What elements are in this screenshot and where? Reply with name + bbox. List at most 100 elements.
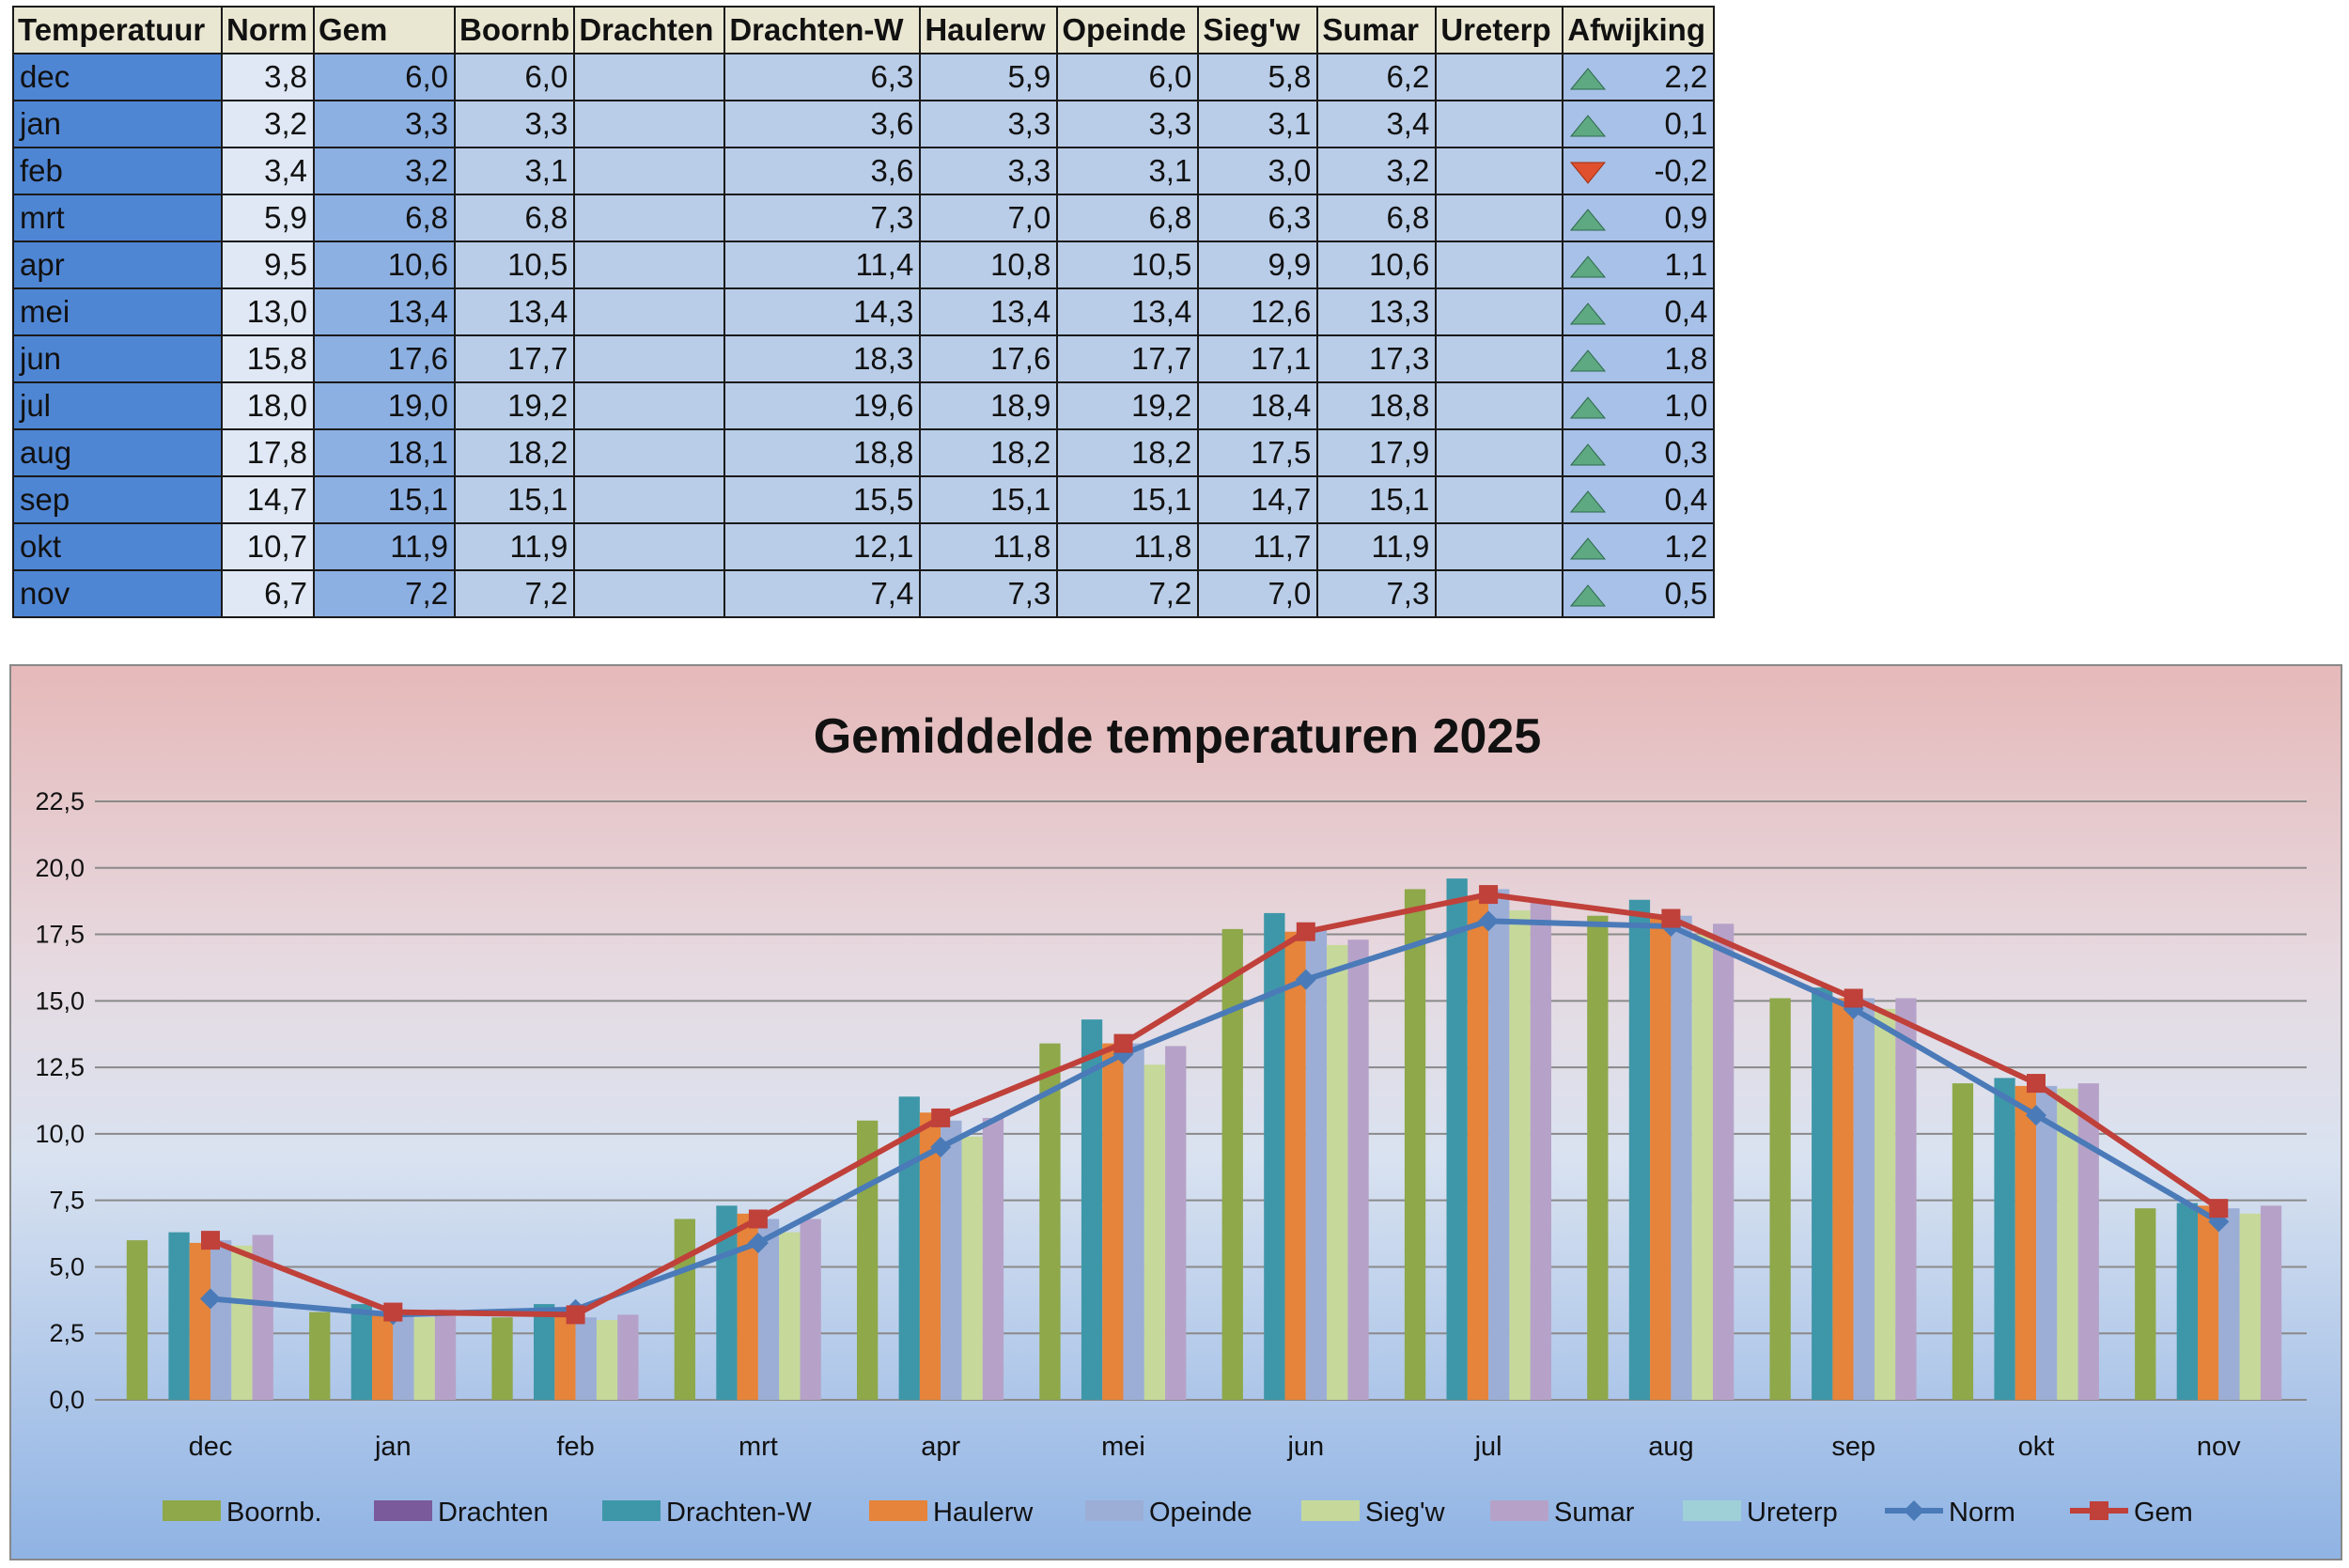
cell-drachten[interactable] xyxy=(573,428,726,477)
cell-siegw[interactable]: 14,7 xyxy=(1197,475,1319,524)
cell-ureterp[interactable] xyxy=(1435,475,1564,524)
cell-month[interactable]: okt xyxy=(12,522,223,571)
cell-ureterp[interactable] xyxy=(1435,334,1564,383)
cell-ureterp[interactable] xyxy=(1435,100,1564,148)
cell-haulerw[interactable]: 3,3 xyxy=(919,100,1059,148)
cell-gem[interactable]: 10,6 xyxy=(313,241,456,289)
cell-siegw[interactable]: 11,7 xyxy=(1197,522,1319,571)
cell-drachten[interactable] xyxy=(573,287,726,336)
cell-month[interactable]: sep xyxy=(12,475,223,524)
cell-gem[interactable]: 6,8 xyxy=(313,194,456,242)
cell-drachten_w[interactable]: 14,3 xyxy=(723,287,922,336)
cell-gem[interactable]: 17,6 xyxy=(313,334,456,383)
cell-norm[interactable]: 18,0 xyxy=(221,381,315,430)
cell-haulerw[interactable]: 10,8 xyxy=(919,241,1059,289)
cell-afwijking[interactable]: 0,5 xyxy=(1562,569,1716,618)
cell-norm[interactable]: 17,8 xyxy=(221,428,315,477)
cell-afwijking[interactable]: -0,2 xyxy=(1562,147,1716,195)
cell-gem[interactable]: 13,4 xyxy=(313,287,456,336)
cell-afwijking[interactable]: 1,0 xyxy=(1562,381,1716,430)
cell-siegw[interactable]: 3,1 xyxy=(1197,100,1319,148)
cell-drachten[interactable] xyxy=(573,194,726,242)
cell-boornb[interactable]: 19,2 xyxy=(453,381,576,430)
cell-drachten[interactable] xyxy=(573,475,726,524)
cell-haulerw[interactable]: 11,8 xyxy=(919,522,1059,571)
cell-month[interactable]: mei xyxy=(12,287,223,336)
cell-opeinde[interactable]: 15,1 xyxy=(1056,475,1200,524)
cell-afwijking[interactable]: 0,9 xyxy=(1562,194,1716,242)
cell-siegw[interactable]: 12,6 xyxy=(1197,287,1319,336)
cell-opeinde[interactable]: 7,2 xyxy=(1056,569,1200,618)
cell-drachten_w[interactable]: 3,6 xyxy=(723,147,922,195)
column-header[interactable]: Ureterp xyxy=(1435,6,1564,54)
cell-haulerw[interactable]: 15,1 xyxy=(919,475,1059,524)
cell-boornb[interactable]: 10,5 xyxy=(453,241,576,289)
cell-month[interactable]: dec xyxy=(12,53,223,101)
cell-sumar[interactable]: 6,2 xyxy=(1316,53,1438,101)
cell-boornb[interactable]: 13,4 xyxy=(453,287,576,336)
cell-sumar[interactable]: 10,6 xyxy=(1316,241,1438,289)
cell-month[interactable]: aug xyxy=(12,428,223,477)
cell-afwijking[interactable]: 1,8 xyxy=(1562,334,1716,383)
cell-opeinde[interactable]: 6,0 xyxy=(1056,53,1200,101)
cell-norm[interactable]: 15,8 xyxy=(221,334,315,383)
cell-gem[interactable]: 15,1 xyxy=(313,475,456,524)
cell-drachten_w[interactable]: 7,3 xyxy=(723,194,922,242)
cell-haulerw[interactable]: 17,6 xyxy=(919,334,1059,383)
cell-month[interactable]: jul xyxy=(12,381,223,430)
cell-siegw[interactable]: 9,9 xyxy=(1197,241,1319,289)
cell-sumar[interactable]: 17,9 xyxy=(1316,428,1438,477)
cell-drachten[interactable] xyxy=(573,522,726,571)
cell-gem[interactable]: 6,0 xyxy=(313,53,456,101)
cell-haulerw[interactable]: 13,4 xyxy=(919,287,1059,336)
cell-boornb[interactable]: 3,1 xyxy=(453,147,576,195)
cell-norm[interactable]: 3,2 xyxy=(221,100,315,148)
cell-afwijking[interactable]: 1,1 xyxy=(1562,241,1716,289)
cell-gem[interactable]: 11,9 xyxy=(313,522,456,571)
cell-ureterp[interactable] xyxy=(1435,522,1564,571)
cell-ureterp[interactable] xyxy=(1435,381,1564,430)
column-header[interactable]: Gem xyxy=(313,6,456,54)
cell-drachten_w[interactable]: 3,6 xyxy=(723,100,922,148)
cell-norm[interactable]: 3,8 xyxy=(221,53,315,101)
cell-month[interactable]: jan xyxy=(12,100,223,148)
cell-siegw[interactable]: 17,5 xyxy=(1197,428,1319,477)
cell-month[interactable]: feb xyxy=(12,147,223,195)
cell-boornb[interactable]: 6,8 xyxy=(453,194,576,242)
column-header[interactable]: Norm xyxy=(221,6,315,54)
column-header[interactable]: Sumar xyxy=(1316,6,1438,54)
cell-sumar[interactable]: 18,8 xyxy=(1316,381,1438,430)
column-header[interactable]: Afwijking xyxy=(1562,6,1716,54)
cell-drachten_w[interactable]: 11,4 xyxy=(723,241,922,289)
cell-gem[interactable]: 3,2 xyxy=(313,147,456,195)
cell-afwijking[interactable]: 0,1 xyxy=(1562,100,1716,148)
cell-siegw[interactable]: 18,4 xyxy=(1197,381,1319,430)
cell-siegw[interactable]: 17,1 xyxy=(1197,334,1319,383)
cell-drachten_w[interactable]: 12,1 xyxy=(723,522,922,571)
cell-sumar[interactable]: 3,4 xyxy=(1316,100,1438,148)
cell-haulerw[interactable]: 18,2 xyxy=(919,428,1059,477)
cell-sumar[interactable]: 6,8 xyxy=(1316,194,1438,242)
cell-boornb[interactable]: 17,7 xyxy=(453,334,576,383)
cell-sumar[interactable]: 11,9 xyxy=(1316,522,1438,571)
cell-drachten_w[interactable]: 6,3 xyxy=(723,53,922,101)
cell-afwijking[interactable]: 2,2 xyxy=(1562,53,1716,101)
cell-afwijking[interactable]: 0,4 xyxy=(1562,475,1716,524)
cell-drachten[interactable] xyxy=(573,334,726,383)
cell-drachten[interactable] xyxy=(573,381,726,430)
cell-afwijking[interactable]: 0,3 xyxy=(1562,428,1716,477)
cell-drachten[interactable] xyxy=(573,569,726,618)
cell-haulerw[interactable]: 7,0 xyxy=(919,194,1059,242)
cell-haulerw[interactable]: 3,3 xyxy=(919,147,1059,195)
cell-ureterp[interactable] xyxy=(1435,241,1564,289)
cell-opeinde[interactable]: 17,7 xyxy=(1056,334,1200,383)
cell-opeinde[interactable]: 19,2 xyxy=(1056,381,1200,430)
cell-norm[interactable]: 5,9 xyxy=(221,194,315,242)
cell-boornb[interactable]: 3,3 xyxy=(453,100,576,148)
cell-afwijking[interactable]: 1,2 xyxy=(1562,522,1716,571)
cell-ureterp[interactable] xyxy=(1435,194,1564,242)
cell-opeinde[interactable]: 3,3 xyxy=(1056,100,1200,148)
cell-gem[interactable]: 19,0 xyxy=(313,381,456,430)
cell-afwijking[interactable]: 0,4 xyxy=(1562,287,1716,336)
cell-sumar[interactable]: 7,3 xyxy=(1316,569,1438,618)
